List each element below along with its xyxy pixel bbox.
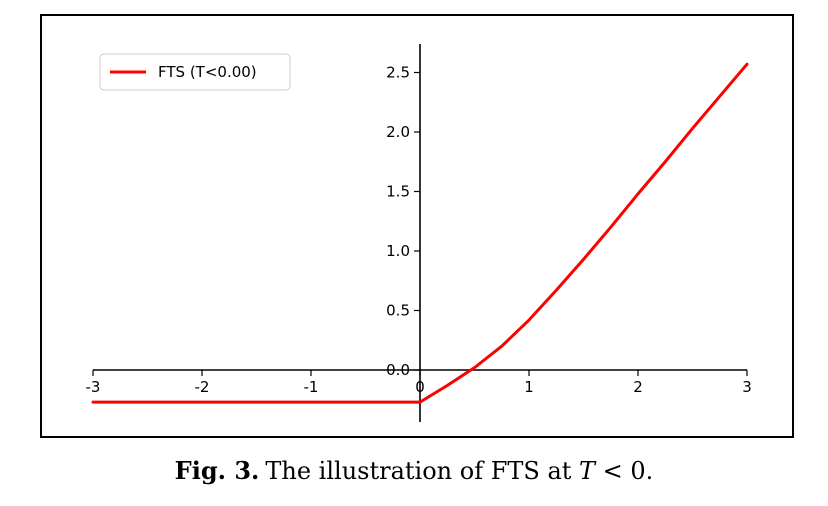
y-tick-label: 0.0 bbox=[386, 361, 410, 379]
y-tick-label: 2.0 bbox=[386, 123, 410, 141]
x-tick-label: 1 bbox=[524, 378, 534, 396]
figure-number: Fig. 3. bbox=[174, 456, 260, 485]
caption-t-symbol: T bbox=[579, 457, 596, 485]
legend-label: FTS (T<0.00) bbox=[158, 63, 257, 81]
ticks: -3 -2 -1 0 1 2 3 0.0 0.5 1.0 1.5 2.0 2.5 bbox=[86, 64, 752, 397]
x-tick-label: -2 bbox=[195, 378, 210, 396]
x-tick-label: -3 bbox=[86, 378, 101, 396]
x-tick-label: 3 bbox=[742, 378, 752, 396]
legend-box bbox=[99, 53, 291, 91]
y-tick-label: 1.0 bbox=[386, 242, 410, 260]
figure-caption: Fig. 3. The illustration of FTS at T < 0. bbox=[0, 456, 828, 485]
series-line bbox=[91, 62, 749, 404]
legend: FTS (T<0.00) bbox=[99, 53, 291, 91]
x-tick-label: 2 bbox=[633, 378, 643, 396]
series-layer bbox=[91, 62, 749, 404]
y-tick-label: 2.5 bbox=[386, 64, 410, 82]
y-tick-label: 1.5 bbox=[386, 183, 410, 201]
axes bbox=[93, 44, 747, 422]
caption-text: The illustration of FTS at bbox=[265, 457, 580, 485]
x-tick-label: 0 bbox=[415, 378, 425, 396]
caption-text-end: < 0. bbox=[595, 457, 654, 485]
x-tick-label: -1 bbox=[304, 378, 319, 396]
y-tick-label: 0.5 bbox=[386, 302, 410, 320]
